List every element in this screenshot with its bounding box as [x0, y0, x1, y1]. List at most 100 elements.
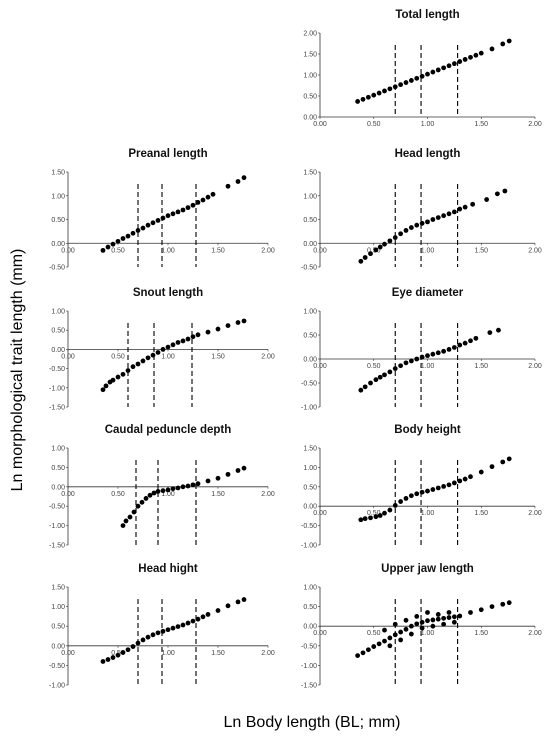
y-tick-label: -0.50 — [49, 265, 65, 272]
data-point — [100, 387, 106, 393]
data-point — [382, 241, 387, 247]
data-point — [135, 503, 141, 509]
data-point — [155, 218, 161, 223]
data-point — [195, 616, 201, 622]
data-point — [147, 492, 153, 498]
y-tick-label: -1.00 — [301, 405, 317, 412]
data-point — [358, 258, 364, 264]
x-tick-label: 1.00 — [161, 247, 175, 254]
x-tick-label: 2.00 — [261, 353, 275, 360]
data-point — [494, 191, 500, 197]
data-point — [419, 354, 425, 360]
data-point — [377, 244, 383, 250]
data-point — [506, 600, 512, 606]
data-point — [457, 206, 463, 212]
data-point — [205, 478, 211, 484]
panel-0: Total length 0.00 0.50 1.00 1.50 2.00 0.00 0.50… — [303, 9, 542, 128]
y-tick-label: 1.00 — [51, 604, 65, 611]
data-point — [105, 244, 111, 250]
data-point — [398, 82, 404, 88]
y-tick-label: 0.50 — [303, 604, 317, 611]
panel-2: Head length-0.500.000.501.001.500.000.50… — [301, 148, 542, 272]
data-point — [131, 509, 137, 515]
data-point — [468, 474, 473, 480]
data-point — [387, 643, 393, 649]
panel-1: Preanal length -0.50 0.00 0.50 1.00 1.50 0.00 0… — [49, 148, 275, 272]
data-point — [165, 487, 171, 493]
data-point — [377, 513, 383, 518]
data-point — [120, 371, 126, 377]
panel-title: Head length — [395, 148, 461, 160]
data-point — [468, 338, 473, 344]
data-point — [398, 363, 404, 369]
data-point — [435, 350, 441, 356]
data-point — [368, 251, 373, 257]
x-tick-label: 1.50 — [474, 363, 488, 370]
panel-title: Snout length — [133, 287, 203, 299]
data-point — [451, 209, 457, 215]
x-tick-label: 1.50 — [474, 510, 488, 517]
data-point — [403, 360, 409, 366]
data-point — [451, 619, 457, 625]
data-point — [489, 604, 495, 609]
data-point — [435, 67, 441, 73]
data-point — [185, 483, 191, 489]
data-point — [225, 471, 231, 477]
x-tick-label: 2.00 — [261, 247, 275, 254]
y-tick-label: -0.50 — [301, 643, 317, 650]
data-point — [140, 358, 146, 364]
data-point — [387, 507, 393, 513]
data-point — [392, 632, 398, 638]
data-point — [500, 459, 506, 465]
data-point — [425, 610, 430, 615]
x-tick-label: 1.50 — [211, 650, 225, 657]
data-point — [155, 489, 161, 494]
data-point — [478, 50, 484, 56]
data-point — [446, 211, 452, 217]
x-tick-label: 1.50 — [211, 491, 225, 498]
data-point — [484, 197, 490, 202]
y-tick-label: 0.00 — [303, 115, 317, 122]
y-tick-label: -0.50 — [301, 265, 317, 272]
data-point — [115, 238, 121, 244]
panel-6: Body height -1.00 -0.50 0.00 0.50 1.00 1.50 0.0… — [301, 424, 542, 550]
data-point — [425, 71, 430, 77]
data-point — [180, 622, 186, 628]
data-point — [362, 255, 368, 260]
panel-4: Eye diameter -1.00 -0.50 0.00 0.50 1.00 0.00 0.… — [301, 287, 542, 412]
x-tick-label: 1.00 — [421, 363, 435, 370]
data-point — [185, 336, 191, 342]
y-tick-label: -1.00 — [301, 663, 317, 670]
data-point — [441, 484, 447, 489]
data-point — [457, 342, 463, 348]
data-point — [425, 488, 430, 494]
data-point — [473, 52, 479, 58]
data-point — [414, 75, 420, 81]
x-tick-label: 1.00 — [421, 247, 435, 254]
data-point — [360, 650, 366, 656]
data-point — [175, 624, 181, 629]
data-point — [435, 485, 441, 491]
data-point — [376, 641, 382, 647]
data-point — [446, 482, 452, 488]
data-point — [103, 383, 109, 389]
data-point — [462, 57, 468, 62]
data-point — [120, 236, 126, 241]
data-point — [382, 638, 387, 644]
x-tick-label: 0.00 — [61, 353, 75, 360]
data-point — [430, 623, 436, 629]
data-point — [195, 481, 201, 487]
data-point — [368, 515, 373, 521]
y-tick-label: 1.00 — [51, 193, 65, 200]
data-point — [365, 94, 371, 100]
data-point — [358, 517, 364, 523]
data-point — [143, 496, 149, 501]
data-point — [355, 99, 361, 104]
y-tick-label: 0.00 — [303, 241, 317, 248]
data-point — [180, 207, 186, 213]
y-tick-label: 0.50 — [303, 217, 317, 224]
data-point — [151, 490, 157, 496]
x-tick-label: 0.00 — [313, 247, 327, 254]
data-point — [435, 616, 441, 622]
data-point — [123, 518, 129, 524]
